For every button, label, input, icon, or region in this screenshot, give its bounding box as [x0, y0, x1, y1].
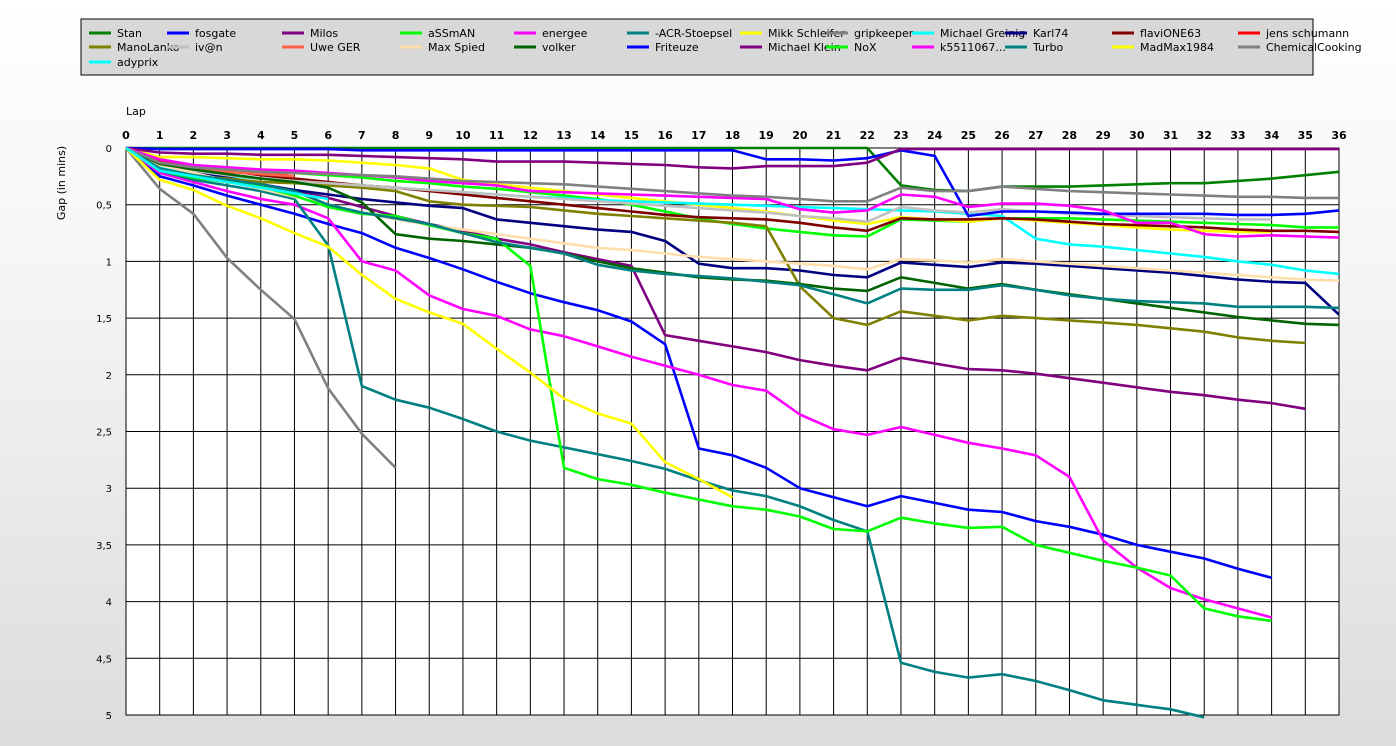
legend-label: Michael Klein [768, 41, 841, 54]
legend-label: k5511067... [940, 41, 1006, 54]
x-tick-label: 19 [759, 129, 774, 142]
series-line [125, 146, 1272, 623]
y-tick-label: 1 [106, 257, 112, 268]
x-tick-label: 13 [556, 129, 571, 142]
series-line [125, 147, 1272, 580]
x-tick-label: 29 [1095, 129, 1110, 142]
x-tick-label: 15 [624, 129, 639, 142]
y-tick-label: 3,5 [96, 541, 112, 552]
legend: Stan fosgate Milos aSSmAN energee -ACR-Stoeps… [89, 27, 1362, 69]
y-tick-label: 4 [106, 598, 112, 609]
x-tick-label: 36 [1331, 129, 1347, 142]
series-line [125, 146, 1306, 345]
x-tick-label: 20 [792, 129, 808, 142]
grid [125, 147, 1340, 716]
x-tick-label: 24 [927, 129, 943, 142]
legend-label: jens schumann [1265, 27, 1349, 40]
x-tick-label: 12 [523, 129, 538, 142]
x-tick-label: 7 [358, 129, 366, 142]
plot-area [124, 146, 1340, 719]
x-tick-label: 3 [223, 129, 231, 142]
legend-label: energee [542, 27, 588, 40]
x-axis-label: Lap [126, 105, 146, 118]
x-tick-label: 11 [489, 129, 504, 142]
series-line [125, 146, 1272, 619]
x-tick-label: 0 [122, 129, 130, 142]
y-tick-label: 5 [106, 711, 112, 722]
x-tick-label: 6 [324, 129, 332, 142]
x-tick-label: 2 [190, 129, 198, 142]
x-tick-label: 26 [994, 129, 1010, 142]
legend-label: Friteuze [655, 41, 699, 54]
legend-label: -ACR-Stoepsel [655, 27, 732, 40]
legend-label: adyprix [117, 56, 159, 69]
x-tick-label: 31 [1163, 129, 1178, 142]
legend-label: fosgate [195, 27, 236, 40]
legend-label: MadMax1984 [1140, 41, 1214, 54]
series-line [125, 146, 1205, 719]
x-tick-label: 32 [1197, 129, 1212, 142]
y-tick-labels: 0 0,5 1 1,5 2 2,5 3 3,5 4 4,5 5 [96, 144, 112, 722]
x-tick-label: 22 [860, 129, 875, 142]
x-tick-label: 21 [826, 129, 841, 142]
x-tick-label: 28 [1062, 129, 1077, 142]
x-tick-labels: 0 1 2 3 4 5 6 7 8 9 10 11 12 13 14 15 16 17 18 19 20 21 22 23 24… [122, 129, 1347, 142]
x-tick-label: 4 [257, 129, 265, 142]
series-line [125, 146, 1340, 218]
x-tick-label: 8 [392, 129, 400, 142]
series-line [125, 146, 1340, 310]
x-tick-label: 5 [291, 129, 299, 142]
series-line [125, 147, 734, 499]
legend-label: aSSmAN [428, 27, 475, 40]
x-tick-label: 30 [1129, 129, 1145, 142]
legend-label: gripkeeper [854, 27, 914, 40]
x-tick-label: 18 [725, 129, 740, 142]
x-tick-label: 10 [455, 129, 471, 142]
series-line [125, 146, 329, 201]
y-tick-label: 3 [106, 484, 112, 495]
x-tick-label: 14 [590, 129, 606, 142]
y-tick-label: 2,5 [96, 428, 112, 439]
legend-label: NoX [854, 41, 877, 54]
legend-label: ManoLanko [117, 41, 180, 54]
y-axis-label: Gap (in mins) [55, 146, 68, 220]
y-tick-label: 0 [106, 144, 112, 155]
x-tick-label: 34 [1264, 129, 1280, 142]
series-line [125, 146, 1340, 316]
x-tick-label: 1 [156, 129, 164, 142]
series-line [125, 146, 1339, 170]
legend-label: Milos [310, 27, 338, 40]
x-tick-label: 27 [1028, 129, 1043, 142]
legend-label: flaviONE63 [1140, 27, 1201, 40]
legend-label: Michael Greinig [940, 27, 1025, 40]
x-tick-label: 9 [425, 129, 433, 142]
x-tick-label: 25 [961, 129, 976, 142]
x-tick-label: 35 [1298, 129, 1313, 142]
y-tick-label: 1,5 [96, 314, 112, 325]
legend-label: iv@n [195, 41, 223, 54]
y-tick-label: 0,5 [96, 201, 112, 212]
y-tick-label: 4,5 [96, 654, 112, 665]
legend-label: Karl74 [1033, 27, 1068, 40]
legend-label: volker [542, 41, 576, 54]
x-tick-label: 16 [657, 129, 673, 142]
legend-label: Mikk Schleifer [768, 27, 845, 40]
y-tick-label: 2 [106, 371, 112, 382]
x-tick-label: 23 [893, 129, 908, 142]
legend-label: ChemicalCooking [1266, 41, 1362, 54]
x-tick-label: 17 [691, 129, 706, 142]
legend-label: Stan [117, 27, 142, 40]
legend-label: Turbo [1032, 41, 1064, 54]
series-line [125, 146, 1339, 203]
legend-label: Uwe GER [310, 41, 361, 54]
x-tick-label: 33 [1230, 129, 1245, 142]
series-line [124, 147, 397, 469]
legend-label: Max Spied [428, 41, 485, 54]
